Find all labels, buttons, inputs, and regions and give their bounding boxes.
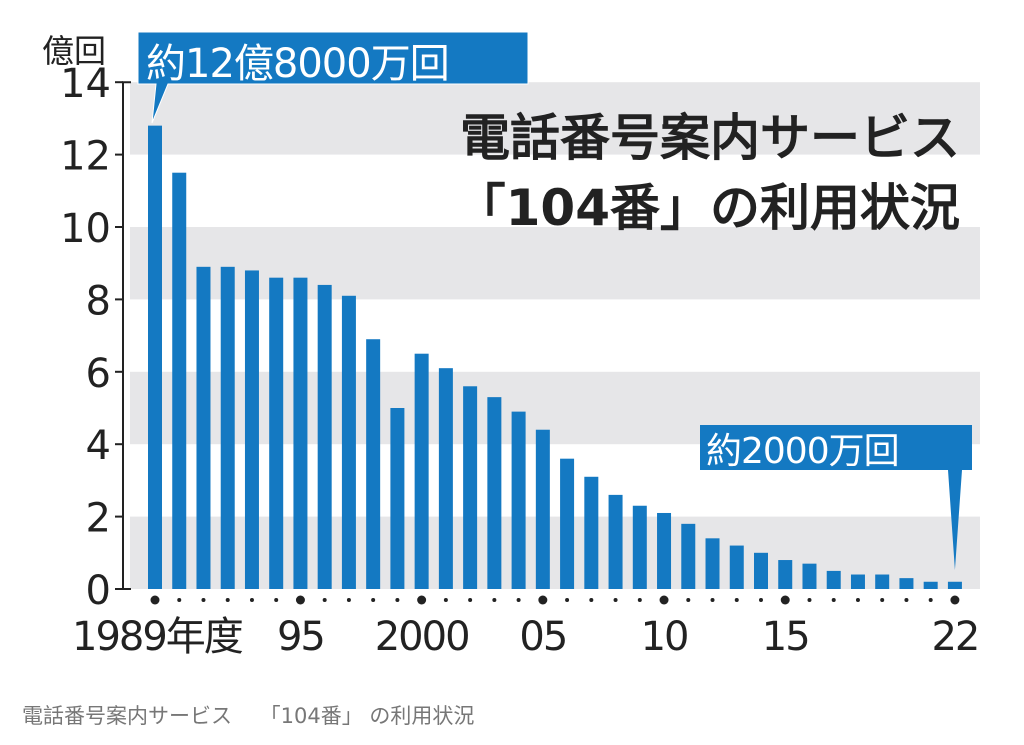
bar-2015 <box>778 560 793 589</box>
callout-box-latest <box>700 425 972 570</box>
grid-band <box>130 82 980 155</box>
bar-2000 <box>414 353 429 589</box>
y-axis-unit: 億回 <box>42 32 106 70</box>
y-tick-label: 4 <box>86 423 111 469</box>
bar-2018 <box>850 574 865 589</box>
bar-1995 <box>293 277 308 589</box>
bar-1991 <box>196 266 211 589</box>
x-tick-dot <box>831 598 836 602</box>
bar-1990 <box>172 172 187 589</box>
chart-title-line2: 「104番」の利用状況 <box>456 179 960 237</box>
x-tick-dot <box>492 598 497 602</box>
x-tick-dot <box>659 595 669 605</box>
bar-2008 <box>608 494 623 589</box>
x-tick-dot <box>880 598 885 602</box>
y-tick-label: 6 <box>86 351 111 397</box>
bar-2001 <box>438 368 453 589</box>
x-tick-dot <box>928 598 933 602</box>
x-tick-dot <box>904 598 909 602</box>
x-tick-label: 2000 <box>375 614 469 660</box>
y-tick-label: 0 <box>86 568 111 614</box>
x-tick-label: 95 <box>277 614 324 660</box>
bar-2019 <box>875 574 890 589</box>
x-tick-label: 10 <box>641 614 688 660</box>
x-tick-dot <box>950 595 960 605</box>
bar-1989 <box>148 125 162 589</box>
bar-2007 <box>584 476 599 589</box>
x-tick-dot <box>710 598 715 602</box>
bar-2011 <box>681 523 696 589</box>
x-tick-dot <box>538 595 548 605</box>
bar-1993 <box>244 270 259 589</box>
y-tick-label: 14 <box>60 61 111 107</box>
chart-title-line1: 電話番号案内サービス <box>460 109 960 167</box>
x-tick-dot <box>295 595 305 605</box>
bar-2016 <box>802 563 817 589</box>
y-tick-label: 2 <box>86 496 111 542</box>
x-tick-label: 22 <box>931 614 978 660</box>
bar-2009 <box>632 505 647 589</box>
y-tick-label: 10 <box>60 206 111 252</box>
x-tick-dot <box>565 598 570 602</box>
x-tick-dot <box>686 598 691 602</box>
x-tick-dot <box>516 598 521 602</box>
x-tick-dot <box>613 598 618 602</box>
x-tick-dot <box>274 598 279 602</box>
x-tick-dot <box>346 598 351 602</box>
bar-2003 <box>487 397 502 589</box>
x-tick-dot <box>807 598 812 602</box>
callout-label-max: 約12億8000万回 <box>146 41 449 87</box>
x-tick-dot <box>371 598 376 602</box>
y-tick-label: 12 <box>60 134 111 180</box>
x-tick-dot <box>780 595 790 605</box>
bar-2004 <box>511 411 526 589</box>
x-tick-dot <box>225 598 230 602</box>
bar-1998 <box>366 339 381 589</box>
bar-2022 <box>947 581 962 589</box>
y-tick-label: 8 <box>86 278 111 324</box>
bar-2002 <box>463 386 478 589</box>
bar-2005 <box>535 429 550 589</box>
bar-2017 <box>826 570 841 589</box>
bar-2021 <box>923 581 938 589</box>
x-tick-dot <box>395 598 400 602</box>
x-tick-dot <box>759 598 763 602</box>
x-tick-dot <box>589 598 594 602</box>
x-tick-label: 15 <box>762 614 809 660</box>
x-tick-label: 05 <box>519 614 566 660</box>
bar-1996 <box>317 284 332 589</box>
bar-2006 <box>560 458 575 589</box>
x-tick-dot <box>734 598 739 602</box>
bar-2013 <box>729 545 744 589</box>
callout-box-max <box>137 31 529 124</box>
x-tick-dot <box>637 598 642 602</box>
x-tick-label: 1989年度 <box>72 614 243 660</box>
image-caption: 電話番号案内サービス 「104番」 の利用状況 <box>22 704 475 728</box>
bar-2014 <box>754 552 768 589</box>
bar-2012 <box>705 538 720 589</box>
y-axis-line <box>122 81 131 590</box>
bar-1992 <box>220 266 235 589</box>
bar-1997 <box>341 295 356 589</box>
bar-2020 <box>899 578 914 589</box>
x-tick-dot <box>177 598 182 602</box>
x-tick-dot <box>443 598 448 602</box>
x-tick-dot <box>201 598 206 602</box>
callout-label-latest: 約2000万回 <box>706 431 899 472</box>
x-tick-dot <box>150 595 160 605</box>
x-tick-dot <box>322 598 327 602</box>
bar-1994 <box>269 277 284 589</box>
x-tick-dot <box>417 595 427 605</box>
x-tick-dot <box>468 598 473 602</box>
bar-2010 <box>657 512 672 589</box>
bar-1999 <box>390 408 405 589</box>
x-tick-dot <box>249 598 254 602</box>
x-tick-dot <box>855 598 860 602</box>
